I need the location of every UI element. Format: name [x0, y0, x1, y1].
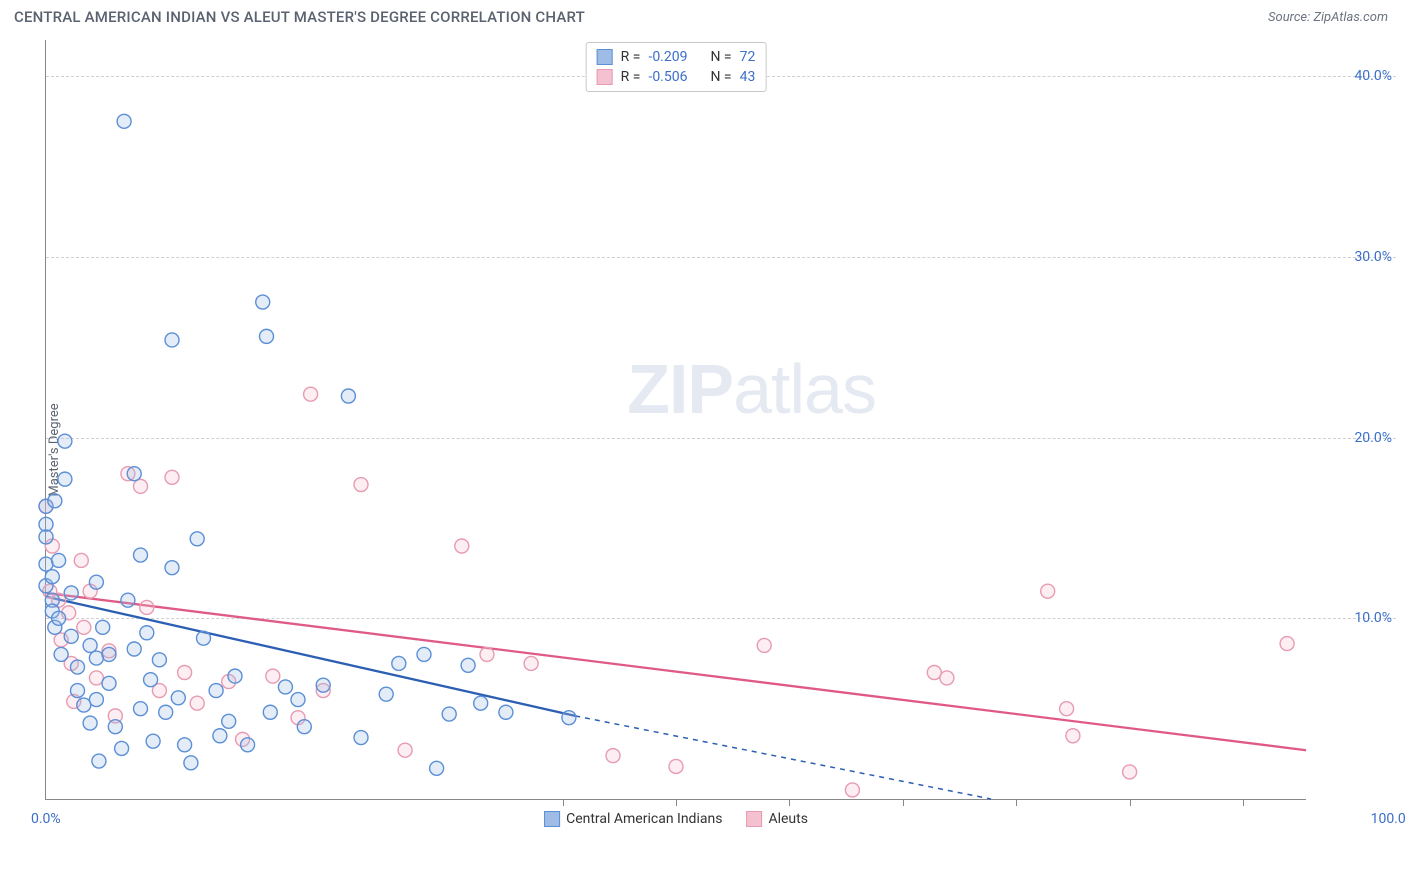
chart-title: CENTRAL AMERICAN INDIAN VS ALEUT MASTER'…: [14, 8, 585, 26]
plot-svg: [46, 40, 1306, 799]
legend-row-series-1: R = -0.506 N = 43: [597, 67, 756, 87]
source-attribution: Source: ZipAtlas.com: [1268, 10, 1388, 25]
series-legend: Central American Indians Aleuts: [544, 811, 808, 827]
swatch-bottom-0: [544, 811, 560, 827]
x-tick-max: 100.0%: [1371, 811, 1406, 827]
y-tick-label: 40.0%: [1312, 68, 1392, 84]
plot-area: ZIPatlas R = -0.209 N = 72 R = -0.506 N …: [45, 40, 1306, 800]
legend-item-1: Aleuts: [746, 811, 807, 827]
swatch-series-1: [597, 69, 613, 85]
swatch-bottom-1: [746, 811, 762, 827]
y-tick-label: 30.0%: [1312, 249, 1392, 265]
legend-item-0: Central American Indians: [544, 811, 722, 827]
y-tick-label: 20.0%: [1312, 430, 1392, 446]
chart-container: Master's Degree ZIPatlas R = -0.209 N = …: [0, 30, 1406, 870]
swatch-series-0: [597, 49, 613, 65]
correlation-legend: R = -0.209 N = 72 R = -0.506 N = 43: [586, 42, 767, 92]
x-tick-min: 0.0%: [31, 811, 61, 827]
y-tick-label: 10.0%: [1312, 610, 1392, 626]
legend-row-series-0: R = -0.209 N = 72: [597, 47, 756, 67]
